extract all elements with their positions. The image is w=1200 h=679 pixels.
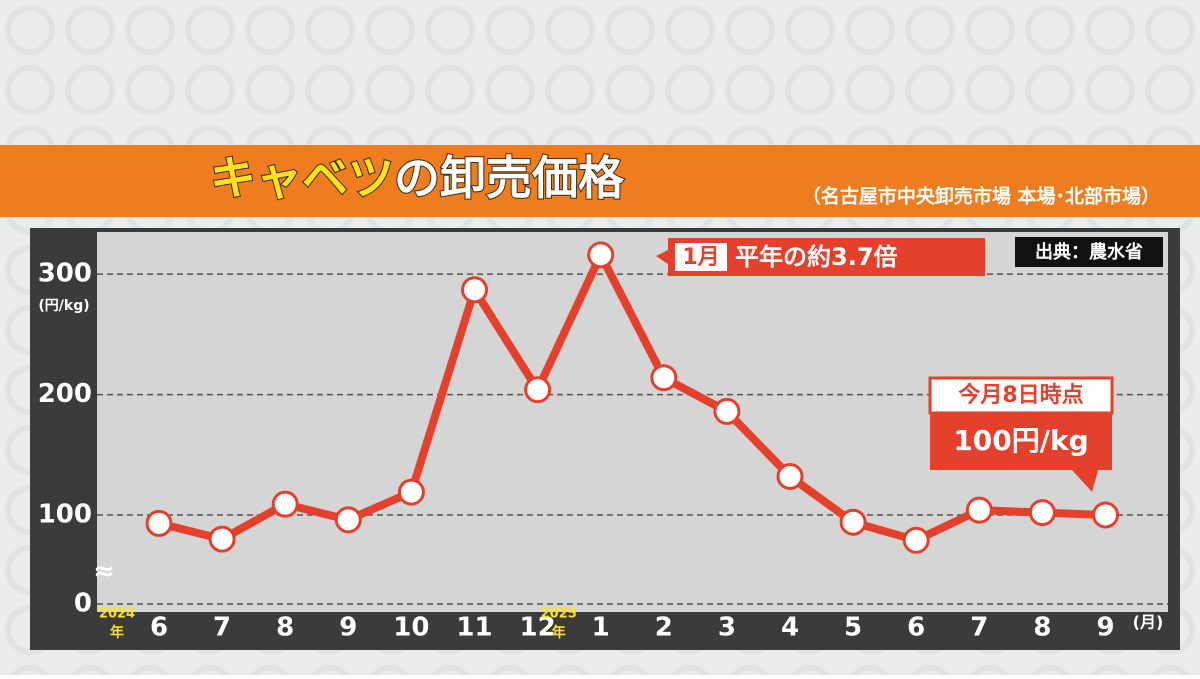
x-tick-label: 9 bbox=[1096, 613, 1114, 643]
x-tick-label: 2 bbox=[655, 613, 673, 643]
year-suffix: 年 bbox=[110, 624, 124, 641]
point bbox=[587, 241, 615, 269]
x-tick-label: 8 bbox=[1033, 613, 1051, 643]
x-tick-label: 3 bbox=[718, 613, 736, 643]
x-tick-label: 6 bbox=[907, 613, 925, 643]
year-label: 2024 bbox=[99, 607, 135, 622]
point bbox=[839, 508, 867, 536]
peak-tag-box bbox=[675, 243, 727, 271]
y-tick-label: 200 bbox=[38, 379, 92, 409]
y-unit: (円/kg) bbox=[38, 298, 89, 314]
x-tick-label: 8 bbox=[276, 613, 294, 643]
point bbox=[713, 397, 741, 425]
year-label: 2025 bbox=[541, 607, 577, 622]
subtitle: （名古屋市中央卸売市場 本場･北部市場） bbox=[802, 185, 1160, 208]
point bbox=[1092, 501, 1119, 529]
latest-date: 今月8日時点 bbox=[958, 382, 1083, 408]
x-tick-label: 1 bbox=[592, 613, 610, 643]
y-tick-label: 300 bbox=[38, 259, 92, 289]
source-box bbox=[1015, 237, 1163, 267]
x-tick-label: 7 bbox=[213, 613, 231, 643]
point bbox=[397, 478, 425, 506]
x-tick-label: 5 bbox=[844, 613, 862, 643]
point bbox=[524, 376, 552, 404]
latest-value: 100円/kg bbox=[953, 424, 1088, 457]
latest-callout bbox=[930, 413, 1112, 492]
x-unit: (月) bbox=[1133, 613, 1164, 632]
chart-title: キャベツの卸売価格 bbox=[210, 151, 625, 205]
axis-break: ≈ bbox=[93, 557, 115, 587]
x-tick-label: 4 bbox=[781, 613, 799, 643]
line bbox=[158, 250, 1106, 545]
x-tick-label: 11 bbox=[456, 613, 492, 643]
title-highlight: キャベツ bbox=[210, 151, 394, 205]
point bbox=[461, 276, 488, 304]
x-tick-label: 7 bbox=[970, 613, 988, 643]
x-tick-label: 6 bbox=[150, 613, 168, 643]
point bbox=[208, 525, 236, 553]
year-suffix: 年 bbox=[552, 624, 566, 641]
x-tick-label: 9 bbox=[339, 613, 357, 643]
point bbox=[902, 526, 930, 554]
title-band bbox=[0, 145, 1200, 217]
x-tick-label: 12 bbox=[520, 613, 556, 643]
point bbox=[145, 509, 173, 537]
y-tick-label: 100 bbox=[38, 500, 92, 530]
point bbox=[1028, 499, 1056, 527]
peak-callout bbox=[656, 238, 985, 276]
title-rest: の卸売価格 bbox=[394, 151, 625, 205]
point bbox=[650, 364, 678, 392]
y-tick-label: 0 bbox=[74, 589, 92, 619]
point bbox=[334, 506, 362, 534]
peak-text: 平年の約3.7倍 bbox=[735, 243, 898, 271]
x-tick-label: 10 bbox=[393, 613, 429, 643]
source: 出典：農水省 bbox=[1035, 241, 1143, 263]
point bbox=[776, 462, 804, 490]
point bbox=[271, 490, 299, 518]
peak-tag: 1月 bbox=[682, 245, 719, 270]
point bbox=[965, 496, 993, 524]
